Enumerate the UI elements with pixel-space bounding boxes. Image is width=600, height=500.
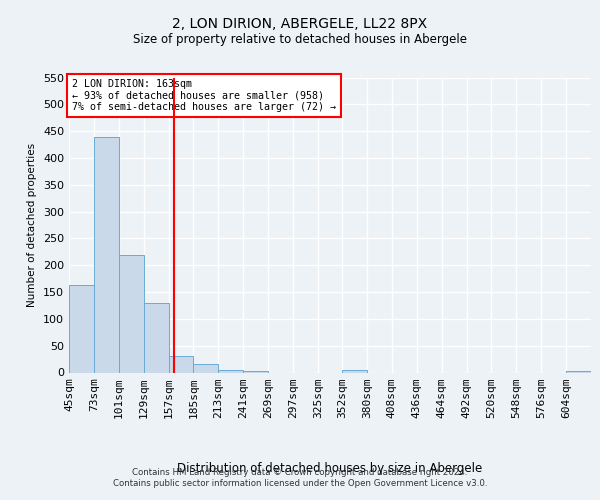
Bar [69,285,94,372]
Bar [193,364,218,372]
Text: 2 LON DIRION: 163sqm
← 93% of detached houses are smaller (958)
7% of semi-detac: 2 LON DIRION: 163sqm ← 93% of detached h… [71,78,335,112]
Text: Size of property relative to detached houses in Abergele: Size of property relative to detached ho… [133,32,467,46]
Y-axis label: Number of detached properties: Number of detached properties [28,143,37,307]
Bar [342,370,367,372]
Text: Contains HM Land Registry data © Crown copyright and database right 2024.
Contai: Contains HM Land Registry data © Crown c… [113,468,487,487]
Bar [218,370,243,372]
Bar [119,254,143,372]
Bar [94,136,119,372]
Bar [169,356,193,372]
Bar [143,303,169,372]
Text: 2, LON DIRION, ABERGELE, LL22 8PX: 2, LON DIRION, ABERGELE, LL22 8PX [172,18,428,32]
X-axis label: Distribution of detached houses by size in Abergele: Distribution of detached houses by size … [178,462,482,475]
